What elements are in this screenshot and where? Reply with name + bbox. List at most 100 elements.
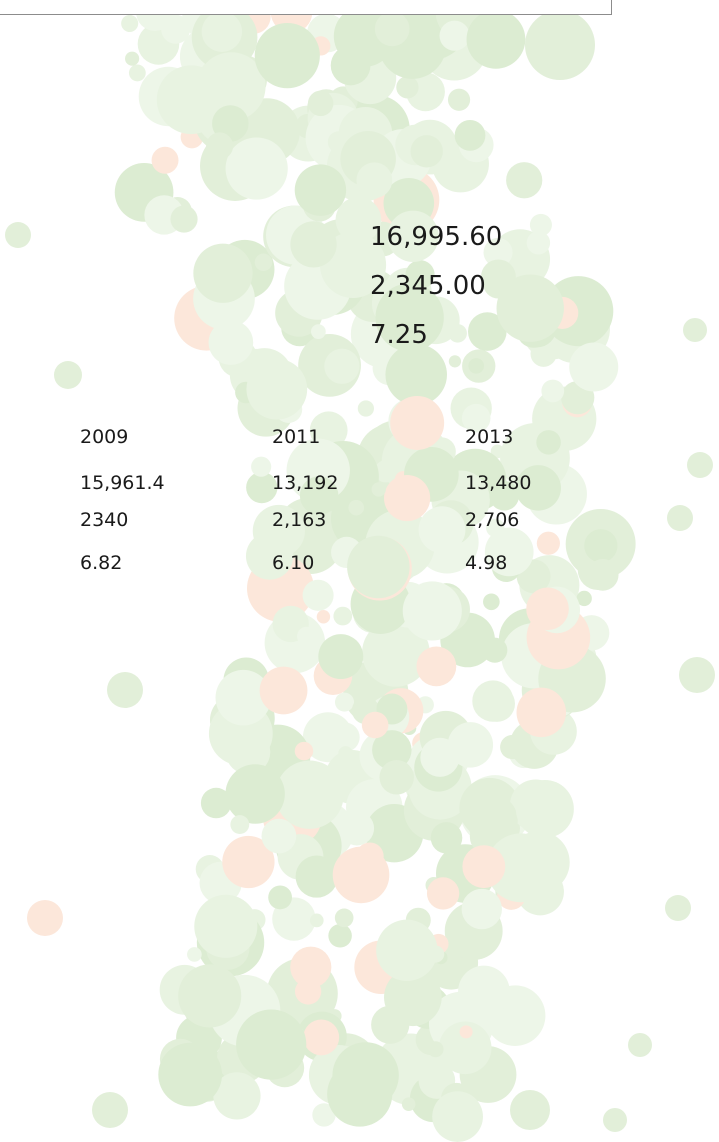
headline-value: 7.25 — [370, 320, 428, 350]
decor-circle — [332, 1042, 398, 1108]
decor-circle — [318, 634, 363, 679]
decor-circle — [121, 15, 138, 32]
decor-circle — [125, 52, 139, 66]
decor-circle — [193, 244, 252, 303]
decor-circle — [194, 895, 257, 958]
decor-circle — [333, 607, 352, 626]
decor-circle — [628, 1033, 652, 1057]
decor-circle — [422, 991, 438, 1007]
decor-circle — [462, 889, 502, 929]
table-cell: 2,163 — [272, 509, 326, 531]
decor-circle — [506, 162, 542, 198]
decor-circle — [311, 324, 326, 339]
decor-circle — [275, 761, 343, 829]
decor-circle — [460, 1025, 473, 1038]
decor-circle — [170, 206, 197, 233]
decor-circle — [375, 12, 410, 47]
decor-circle — [54, 361, 82, 389]
decor-circle — [348, 500, 364, 516]
table-cell: 6.10 — [272, 552, 314, 574]
table-cell: 2340 — [80, 509, 128, 531]
decor-circle — [295, 164, 346, 215]
decor-circle — [448, 324, 467, 343]
decor-circle — [416, 646, 456, 686]
decor-circle — [402, 1097, 416, 1111]
decor-circle — [187, 947, 202, 962]
decor-circle — [356, 162, 392, 198]
decor-circle — [5, 222, 31, 248]
decor-circle — [541, 380, 564, 403]
decor-circle — [255, 254, 272, 271]
top-box — [0, 0, 612, 15]
decor-circle — [372, 482, 386, 496]
table-header: 2009 — [80, 426, 128, 448]
decor-circle — [297, 627, 316, 646]
decor-circle — [378, 640, 396, 658]
decor-circle — [308, 91, 333, 116]
decor-circle — [516, 780, 574, 838]
table-cell: 13,192 — [272, 472, 338, 494]
decor-circle — [178, 964, 241, 1027]
decor-circle — [467, 10, 526, 69]
decor-circle — [335, 693, 354, 712]
table-cell: 4.98 — [465, 552, 507, 574]
decor-circle — [679, 657, 715, 693]
decor-circle — [338, 746, 353, 761]
decor-circle — [396, 76, 418, 98]
decor-circle — [262, 819, 297, 854]
decor-circle — [206, 132, 233, 159]
decor-circle — [424, 1070, 444, 1090]
decor-circle — [371, 1006, 409, 1044]
decor-circle — [129, 65, 146, 82]
decor-circle — [268, 886, 292, 910]
decor-circle — [303, 580, 334, 611]
decor-circle — [296, 856, 338, 898]
decor-circle — [427, 877, 459, 909]
decor-circle — [508, 831, 570, 893]
decor-circle — [483, 593, 500, 610]
table-header: 2011 — [272, 426, 320, 448]
decor-circle — [310, 914, 324, 928]
decor-circle — [209, 320, 254, 365]
decor-circle — [479, 685, 515, 721]
decor-circle — [246, 359, 307, 420]
decor-circle — [411, 135, 443, 167]
decor-circle — [530, 214, 552, 236]
decor-circle — [603, 1108, 627, 1132]
decor-circle — [226, 137, 288, 199]
decor-circle — [380, 658, 397, 675]
headline-value: 16,995.60 — [370, 222, 502, 252]
decor-circle — [236, 1009, 306, 1079]
decor-circle — [379, 760, 414, 795]
decor-circle — [27, 900, 63, 936]
decor-circle — [419, 506, 466, 553]
decor-circle — [525, 10, 595, 80]
decor-circle — [303, 1019, 339, 1055]
decor-circle — [517, 688, 567, 738]
decor-circle — [448, 89, 470, 111]
decor-circle — [347, 536, 410, 599]
table-cell: 6.82 — [80, 552, 122, 574]
decor-circle — [584, 529, 617, 562]
page: {"headline_values": ["16,995.60", "2,345… — [0, 0, 719, 1142]
decor-circle — [362, 712, 389, 739]
decor-circle — [458, 966, 510, 1018]
decor-circle — [335, 909, 354, 928]
decor-circle — [340, 811, 374, 845]
decor-circle — [428, 1041, 444, 1057]
decor-circle — [225, 764, 284, 823]
decor-circle — [230, 815, 249, 834]
decor-circle — [665, 895, 691, 921]
decor-circle — [482, 638, 507, 663]
decor-circle — [280, 1054, 294, 1068]
decor-circle — [202, 11, 242, 51]
decor-circle — [683, 318, 707, 342]
decor-circle — [152, 147, 179, 174]
decor-circle — [371, 1064, 387, 1080]
decor-circle — [537, 532, 560, 555]
decor-circle — [462, 845, 505, 888]
decor-circle — [497, 274, 564, 341]
decor-circle — [324, 349, 359, 384]
decor-circle — [255, 23, 320, 88]
decor-circle — [260, 667, 308, 715]
